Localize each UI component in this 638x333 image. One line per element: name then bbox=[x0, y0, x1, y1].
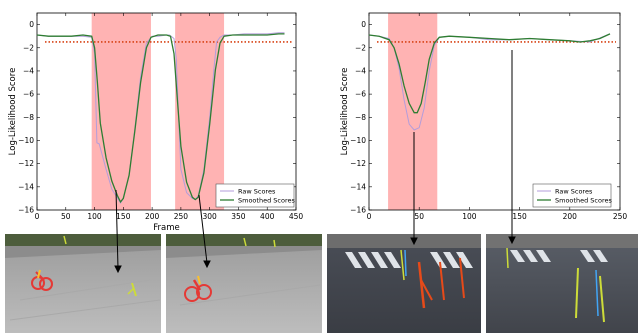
x-tick-label: 50 bbox=[61, 212, 71, 221]
axes-frame bbox=[368, 12, 621, 211]
series-line-raw-scores bbox=[36, 32, 285, 204]
x-tick-label: 350 bbox=[231, 212, 246, 221]
x-tick-label: 150 bbox=[512, 212, 527, 221]
x-tick-label: 250 bbox=[174, 212, 189, 221]
y-tick-label: −6 bbox=[355, 90, 366, 99]
legend-label: Raw Scores bbox=[238, 187, 276, 195]
y-tick-label: −4 bbox=[355, 66, 366, 75]
x-axis-label: Frame bbox=[153, 223, 179, 233]
series-lines bbox=[368, 33, 611, 131]
y-tick-label: −16 bbox=[18, 206, 34, 215]
x-tick-label: 100 bbox=[462, 212, 477, 221]
y-axis-label: Log-Likelihood Score bbox=[8, 68, 18, 156]
y-tick-label: −2 bbox=[355, 43, 366, 52]
anomaly-bands bbox=[388, 13, 438, 210]
chart-right: 0 50 100 150 200 250 0 −2 −4 −6 −8 −10 −12 −14 −16 Log… bbox=[340, 12, 627, 221]
chart-left: 0 50 100 150 200 250 300 350 400 450 0 −2 −4 −6 −8 −10 −… bbox=[8, 12, 303, 233]
legend-label: Smoothed Scores bbox=[555, 196, 612, 204]
y-tick-label: −2 bbox=[23, 43, 34, 52]
y-tick-label: −8 bbox=[23, 113, 34, 122]
series-lines bbox=[36, 32, 285, 204]
y-tick-label: −14 bbox=[350, 182, 366, 191]
x-tick-label: 400 bbox=[260, 212, 275, 221]
y-tick-label: −8 bbox=[355, 113, 366, 122]
x-tick-label: 200 bbox=[145, 212, 160, 221]
plot-frame bbox=[368, 12, 621, 211]
y-tick-label: −16 bbox=[350, 206, 366, 215]
anomaly-region-1 bbox=[388, 13, 438, 210]
pointer-arrows bbox=[114, 50, 516, 274]
x-tick-label: 50 bbox=[414, 212, 424, 221]
y-axis-label: Log-Likelihood Score bbox=[340, 68, 350, 156]
video-frame-2 bbox=[166, 234, 322, 333]
axes-frame bbox=[36, 12, 297, 211]
series-line-smoothed-scores bbox=[368, 33, 611, 114]
legend-label: Raw Scores bbox=[555, 187, 593, 195]
x-tick-label: 200 bbox=[563, 212, 578, 221]
legend-box bbox=[532, 183, 612, 208]
series-line-smoothed-scores bbox=[36, 33, 285, 204]
y-tick-label: −10 bbox=[18, 136, 34, 145]
legend-box bbox=[215, 183, 295, 208]
video-frame-1 bbox=[5, 234, 161, 333]
legend-label: Smoothed Scores bbox=[238, 196, 295, 204]
x-tick-label: 0 bbox=[367, 212, 372, 221]
x-tick-label: 300 bbox=[203, 212, 218, 221]
y-tick-label: −4 bbox=[23, 66, 34, 75]
x-tick-label: 450 bbox=[289, 212, 304, 221]
y-tick-label: −6 bbox=[23, 90, 34, 99]
y-tick-label: −14 bbox=[18, 182, 34, 191]
anomaly-region-1 bbox=[91, 13, 151, 210]
y-tick-label: 0 bbox=[361, 20, 366, 29]
plot-frame bbox=[36, 12, 297, 211]
y-tick-label: −10 bbox=[350, 136, 366, 145]
video-frame-3 bbox=[327, 234, 481, 333]
y-tick-label: −12 bbox=[18, 159, 34, 168]
x-tick-label: 250 bbox=[613, 212, 628, 221]
tick-labels: 0 50 100 150 200 250 0 −2 −4 −6 −8 −10 −12 −14 −16 bbox=[350, 13, 627, 221]
video-frame-4 bbox=[486, 234, 638, 333]
y-tick-label: 0 bbox=[29, 20, 34, 29]
x-tick-label: 150 bbox=[116, 212, 131, 221]
y-tick-label: −12 bbox=[350, 159, 366, 168]
x-tick-label: 100 bbox=[87, 212, 102, 221]
x-tick-label: 0 bbox=[35, 212, 40, 221]
tick-labels: 0 50 100 150 200 250 300 350 400 450 0 −2 −4 −6 −8 −10 −… bbox=[18, 13, 303, 221]
